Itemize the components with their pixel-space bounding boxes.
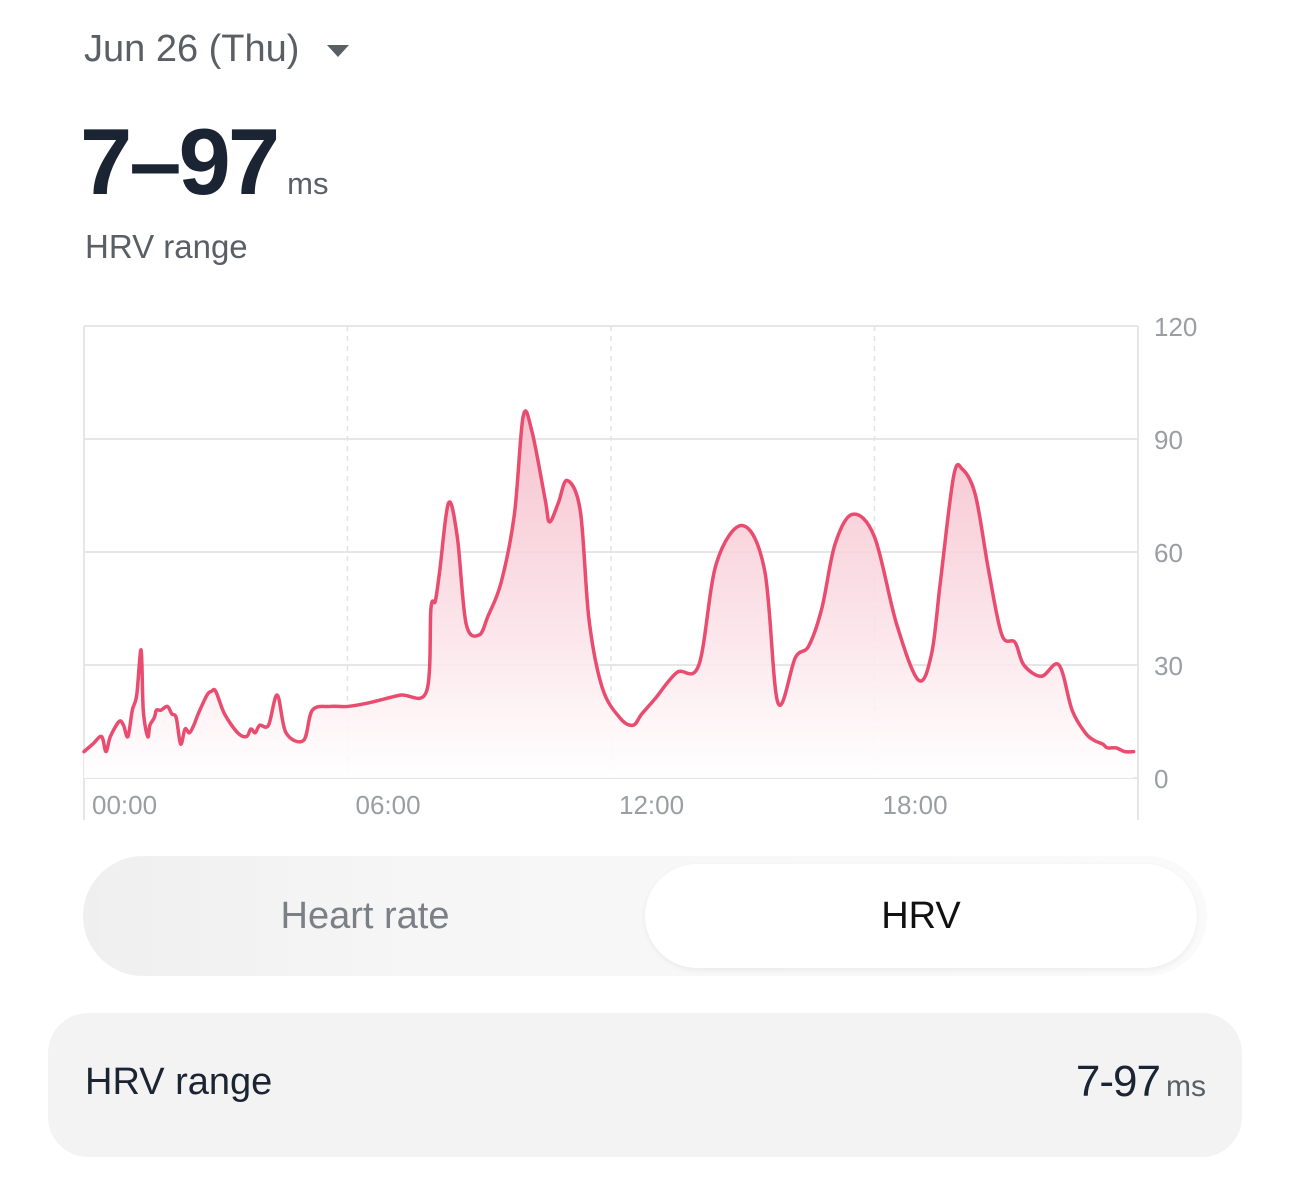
x-tick-label: 00:00: [92, 790, 157, 820]
x-tick-label: 18:00: [883, 790, 948, 820]
x-tick-label: 06:00: [356, 790, 421, 820]
summary-number: 7-97: [1075, 1057, 1161, 1106]
metric-toggle: Heart rate HRV: [83, 856, 1207, 976]
range-unit: ms: [287, 166, 329, 201]
hrv-chart: 0 30 60 90 120 00:00 06:00 12:00 18:00: [82, 312, 1197, 820]
summary-unit: ms: [1166, 1070, 1206, 1103]
summary-label: HRV range: [85, 1061, 273, 1103]
tab-heart-rate[interactable]: Heart rate: [280, 894, 450, 937]
y-tick-label: 0: [1154, 764, 1168, 794]
date-label: Jun 26 (Thu): [84, 27, 300, 70]
caret-down-icon[interactable]: [327, 45, 350, 57]
y-tick-label: 30: [1154, 651, 1183, 681]
range-value: 7–97: [80, 109, 280, 214]
hrv-summary-card: HRV range 7-97 ms: [48, 1013, 1242, 1157]
hrv-range-display: 7–97 ms: [80, 108, 328, 216]
hrv-area-fill: [84, 410, 1134, 778]
y-tick-label: 90: [1154, 425, 1183, 455]
tab-hrv[interactable]: HRV: [645, 864, 1197, 968]
range-caption: HRV range: [85, 228, 248, 265]
x-tick-label: 12:00: [619, 790, 684, 820]
y-tick-label: 60: [1154, 538, 1183, 568]
hrv-series-line: [82, 409, 1136, 754]
summary-value: 7-97 ms: [1076, 1057, 1206, 1107]
date-selector[interactable]: Jun 26 (Thu): [84, 24, 350, 74]
y-tick-label: 120: [1154, 312, 1197, 342]
